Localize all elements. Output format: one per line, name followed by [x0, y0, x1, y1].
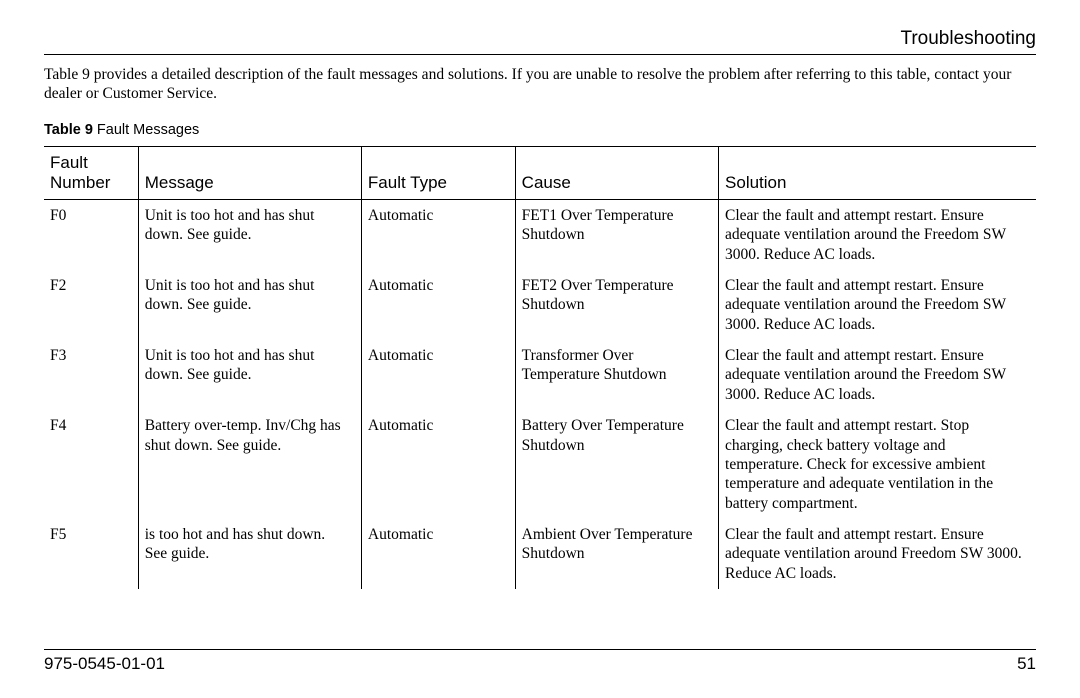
page-footer: 975-0545-01-01 51 [44, 649, 1036, 674]
table-cell: Clear the fault and attempt restart. Ens… [719, 199, 1036, 270]
column-header: Message [138, 146, 361, 199]
table-cell: F3 [44, 340, 138, 410]
page: Troubleshooting Table 9 provides a detai… [0, 0, 1080, 589]
table-header-row: FaultNumberMessageFault TypeCauseSolutio… [44, 146, 1036, 199]
table-cell: Automatic [361, 340, 515, 410]
table-cell: F5 [44, 519, 138, 589]
section-title: Troubleshooting [44, 28, 1036, 54]
table-cell: is too hot and has shut down. See guide. [138, 519, 361, 589]
table-row: F2Unit is too hot and has shut down. See… [44, 270, 1036, 340]
table-cell: Battery over-temp. Inv/Chg has shut down… [138, 410, 361, 519]
table-cell: FET1 Over Temperature Shutdown [515, 199, 718, 270]
column-header: FaultNumber [44, 146, 138, 199]
table-cell: Transformer Over Temperature Shutdown [515, 340, 718, 410]
table-cell: Clear the fault and attempt restart. Ens… [719, 519, 1036, 589]
table-cell: Clear the fault and attempt restart. Ens… [719, 270, 1036, 340]
table-row: F5is too hot and has shut down. See guid… [44, 519, 1036, 589]
footer-rule [44, 649, 1036, 650]
intro-paragraph: Table 9 provides a detailed description … [44, 65, 1036, 104]
table-cell: Clear the fault and attempt restart. Sto… [719, 410, 1036, 519]
column-header: Solution [719, 146, 1036, 199]
table-head: FaultNumberMessageFault TypeCauseSolutio… [44, 146, 1036, 199]
table-cell: F4 [44, 410, 138, 519]
table-cell: Unit is too hot and has shut down. See g… [138, 199, 361, 270]
table-cell: Automatic [361, 270, 515, 340]
caption-label: Table 9 [44, 122, 93, 138]
doc-number: 975-0545-01-01 [44, 654, 165, 674]
table-cell: Battery Over Temperature Shutdown [515, 410, 718, 519]
caption-title: Fault Messages [97, 122, 199, 138]
fault-messages-table: FaultNumberMessageFault TypeCauseSolutio… [44, 146, 1036, 589]
footer-row: 975-0545-01-01 51 [44, 654, 1036, 674]
table-cell: Clear the fault and attempt restart. Ens… [719, 340, 1036, 410]
table-cell: Automatic [361, 519, 515, 589]
table-cell: Unit is too hot and has shut down. See g… [138, 270, 361, 340]
column-header: Cause [515, 146, 718, 199]
table-row: F4Battery over-temp. Inv/Chg has shut do… [44, 410, 1036, 519]
table-row: F3Unit is too hot and has shut down. See… [44, 340, 1036, 410]
table-cell: F2 [44, 270, 138, 340]
header-rule [44, 54, 1036, 55]
table-row: F0Unit is too hot and has shut down. See… [44, 199, 1036, 270]
column-header: Fault Type [361, 146, 515, 199]
table-cell: Automatic [361, 199, 515, 270]
table-cell: F0 [44, 199, 138, 270]
page-number: 51 [1017, 654, 1036, 674]
table-cell: FET2 Over Temperature Shutdown [515, 270, 718, 340]
table-cell: Automatic [361, 410, 515, 519]
table-body: F0Unit is too hot and has shut down. See… [44, 199, 1036, 589]
table-cell: Unit is too hot and has shut down. See g… [138, 340, 361, 410]
table-caption: Table 9 Fault Messages [44, 122, 1036, 138]
table-cell: Ambient Over Temperature Shutdown [515, 519, 718, 589]
